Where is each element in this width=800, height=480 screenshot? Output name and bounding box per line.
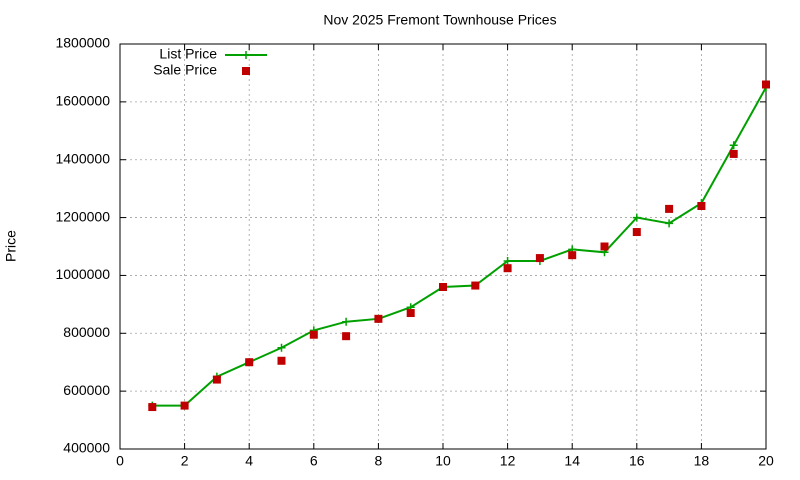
y-tick-label: 600000 [63,382,110,398]
point [471,281,480,290]
x-tick-label: 16 [629,453,645,469]
point [309,330,318,339]
legend-marker [242,51,250,59]
point [439,283,447,291]
point [568,251,577,260]
x-tick-label: 12 [500,453,516,469]
point [342,332,351,341]
legend-label: Sale Price [153,62,217,78]
x-tick-label: 18 [694,453,710,469]
point [180,401,189,410]
x-tick-label: 0 [116,453,124,469]
point [665,204,674,213]
point [277,356,286,365]
point [632,228,641,237]
y-tick-label: 800000 [63,324,110,340]
point [406,309,415,318]
y-tick-label: 1000000 [55,266,110,282]
point [342,317,351,326]
y-tick-label: 1600000 [55,93,110,109]
point [762,80,770,89]
point [729,141,738,150]
point [535,254,544,263]
point [277,343,286,352]
y-tick-label: 1200000 [55,208,110,224]
x-tick-label: 20 [758,453,774,469]
y-tick-label: 1400000 [55,150,110,166]
point [729,149,738,158]
y-tick-label: 400000 [63,440,110,456]
legend-label: List Price [159,46,217,62]
x-tick-label: 10 [435,453,451,469]
point [212,375,221,384]
y-axis-label: Price [3,230,19,262]
point [503,256,512,265]
point [245,358,254,367]
x-tick-label: 14 [564,453,580,469]
point [665,219,674,228]
x-tick-label: 6 [310,453,318,469]
point [503,264,512,273]
point [697,202,706,210]
point [600,242,609,251]
point [148,403,157,412]
x-tick-label: 2 [181,453,189,469]
point [632,213,641,222]
x-tick-label: 4 [245,453,253,469]
legend-marker [242,67,250,75]
y-tick-label: 1800000 [55,35,110,51]
series-line [152,86,767,407]
point [374,314,383,323]
x-tick-label: 8 [375,453,383,469]
chart-title: Nov 2025 Fremont Townhouse Prices [323,12,556,28]
